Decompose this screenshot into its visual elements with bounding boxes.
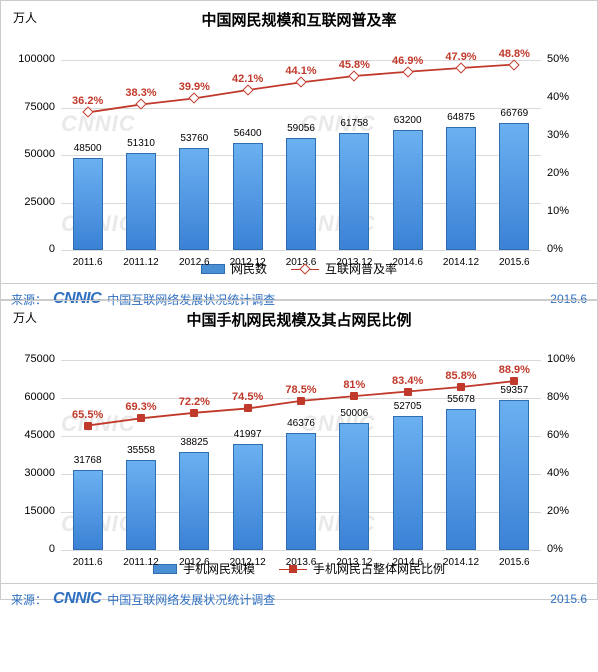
line-value-label: 44.1% (285, 66, 316, 78)
line-value-label: 72.2% (179, 396, 210, 408)
legend-label: 手机网民占整体网民比例 (313, 560, 445, 577)
y-right-tick: 20% (541, 167, 581, 179)
line-marker (244, 404, 252, 412)
x-tick: 2015.6 (499, 257, 530, 268)
y-right-tick: 80% (541, 391, 581, 403)
y-left-tick: 30000 (11, 467, 61, 479)
line-value-label: 88.9% (499, 364, 530, 376)
y-left-tick: 75000 (11, 101, 61, 113)
legend-swatch-line-icon (291, 264, 319, 274)
y-left-tick: 50000 (11, 148, 61, 160)
line-value-label: 36.2% (72, 96, 103, 108)
line-marker (404, 388, 412, 396)
legend-swatch-line-icon (279, 564, 307, 574)
x-tick: 2011.6 (73, 557, 103, 568)
y-axis-unit-label: 万人 (13, 309, 37, 326)
x-tick: 2011.12 (123, 257, 158, 268)
y-left-tick: 15000 (11, 505, 61, 517)
y-right-tick: 20% (541, 505, 581, 517)
chart1-container: CNNICCNNICCNNICCNNIC万人中国网民规模和互联网普及率02500… (0, 0, 598, 300)
y-axis-unit-label: 万人 (13, 9, 37, 26)
line-marker (190, 409, 198, 417)
cnnic-logo-icon: CNNIC (53, 590, 101, 608)
line-value-label: 83.4% (392, 375, 423, 387)
source-left: 来源： CNNIC 中国互联网络发展状况统计调查 (11, 590, 275, 608)
line-marker (457, 383, 465, 391)
x-tick: 2011.12 (123, 557, 158, 568)
line-marker (297, 397, 305, 405)
y-left-tick: 0 (11, 243, 61, 255)
y-left-tick: 45000 (11, 429, 61, 441)
y-left-tick: 60000 (11, 391, 61, 403)
x-tick: 2014.6 (392, 257, 423, 268)
y-right-tick: 40% (541, 91, 581, 103)
y-right-tick: 100% (541, 353, 581, 365)
x-tick: 2012.12 (230, 257, 266, 268)
chart-title: 中国网民规模和互联网普及率 (1, 1, 597, 30)
y-right-tick: 30% (541, 129, 581, 141)
x-tick: 2012.6 (179, 557, 210, 568)
x-tick: 2014.12 (443, 557, 479, 568)
gridline (61, 250, 541, 251)
plot-area: 02500050000750001000000%10%20%30%40%50%4… (61, 60, 541, 250)
line-value-label: 85.8% (445, 370, 476, 382)
x-tick: 2013.12 (336, 257, 372, 268)
line-value-label: 78.5% (285, 384, 316, 396)
y-right-tick: 10% (541, 205, 581, 217)
x-tick: 2014.6 (392, 557, 423, 568)
line-value-label: 47.9% (445, 51, 476, 63)
y-left-tick: 25000 (11, 196, 61, 208)
line-marker (137, 414, 145, 422)
line-value-label: 81% (343, 379, 365, 391)
x-tick: 2015.6 (499, 557, 530, 568)
line-value-label: 69.3% (125, 402, 156, 414)
plot-area: 015000300004500060000750000%20%40%60%80%… (61, 360, 541, 550)
gridline (61, 550, 541, 551)
y-left-tick: 0 (11, 543, 61, 555)
source-date: 2015.6 (550, 592, 587, 606)
x-tick: 2014.12 (443, 257, 479, 268)
y-right-tick: 60% (541, 429, 581, 441)
chart-title: 中国手机网民规模及其占网民比例 (1, 301, 597, 330)
y-right-tick: 0% (541, 243, 581, 255)
line-value-label: 42.1% (232, 73, 263, 85)
line-value-label: 46.9% (392, 55, 423, 67)
line-marker (84, 422, 92, 430)
x-tick: 2013.12 (336, 557, 372, 568)
line-value-label: 48.8% (499, 48, 530, 60)
y-left-tick: 100000 (11, 53, 61, 65)
x-tick: 2012.12 (230, 557, 266, 568)
chart2-container: CNNICCNNICCNNICCNNIC万人中国手机网民规模及其占网民比例015… (0, 300, 598, 600)
y-right-tick: 40% (541, 467, 581, 479)
line-marker (350, 392, 358, 400)
source-row: 来源： CNNIC 中国互联网络发展状况统计调查 2015.6 (1, 583, 597, 614)
line-value-label: 74.5% (232, 392, 263, 404)
x-tick: 2011.6 (73, 257, 103, 268)
line-marker (510, 377, 518, 385)
y-right-tick: 0% (541, 543, 581, 555)
y-left-tick: 75000 (11, 353, 61, 365)
y-right-tick: 50% (541, 53, 581, 65)
source-text: 中国互联网络发展状况统计调查 (107, 591, 275, 608)
source-prefix: 来源： (11, 591, 47, 608)
line-value-label: 65.5% (72, 409, 103, 421)
line-value-label: 39.9% (179, 82, 210, 94)
x-tick: 2012.6 (179, 257, 210, 268)
line-value-label: 38.3% (125, 88, 156, 100)
line-value-label: 45.8% (339, 59, 370, 71)
